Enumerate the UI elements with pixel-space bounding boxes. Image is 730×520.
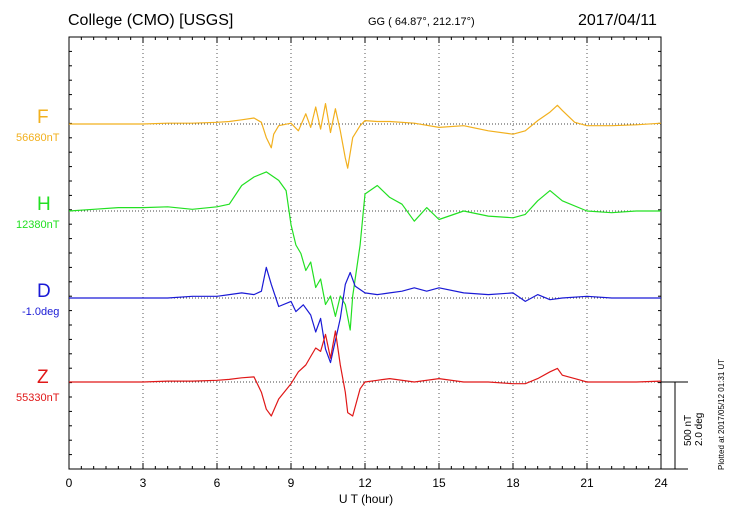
x-tick-label: 15: [432, 476, 446, 490]
x-axis-label: U T (hour): [339, 492, 393, 506]
baseline-label-F: 56680nT: [16, 132, 60, 144]
baseline-label-H: 12380nT: [16, 219, 60, 231]
series-line-F: [69, 102, 662, 169]
x-tick-label: 0: [66, 476, 73, 490]
series-line-Z: [69, 330, 662, 417]
chart-title: College (CMO) [USGS]: [68, 12, 234, 29]
x-tick-label: 21: [580, 476, 594, 490]
baseline-label-Z: 55330nT: [16, 392, 60, 404]
scale-label-deg: 2.0 deg: [694, 412, 705, 446]
chart-date: 2017/04/11: [578, 12, 657, 29]
x-tick-label: 3: [140, 476, 147, 490]
series-line-H: [68, 171, 661, 331]
x-tick-label: 12: [358, 476, 372, 490]
station-coordinates: GG ( 64.87°, 212.17°): [368, 16, 475, 28]
series-label-H: H: [37, 194, 51, 215]
x-tick-label: 24: [654, 476, 668, 490]
plotted-timestamp: Plotted at 2017/05/12 01:31 UT: [717, 358, 726, 470]
baseline-label-D: -1.0deg: [22, 306, 60, 318]
series-label-Z: Z: [37, 367, 49, 388]
x-tick-label: 18: [506, 476, 520, 490]
series-label-F: F: [37, 107, 49, 128]
x-tick-label: 9: [288, 476, 295, 490]
series-label-D: D: [37, 281, 51, 302]
series-line-D: [69, 266, 661, 364]
scale-label-nt: 500 nT: [683, 414, 694, 446]
x-tick-label: 6: [214, 476, 221, 490]
